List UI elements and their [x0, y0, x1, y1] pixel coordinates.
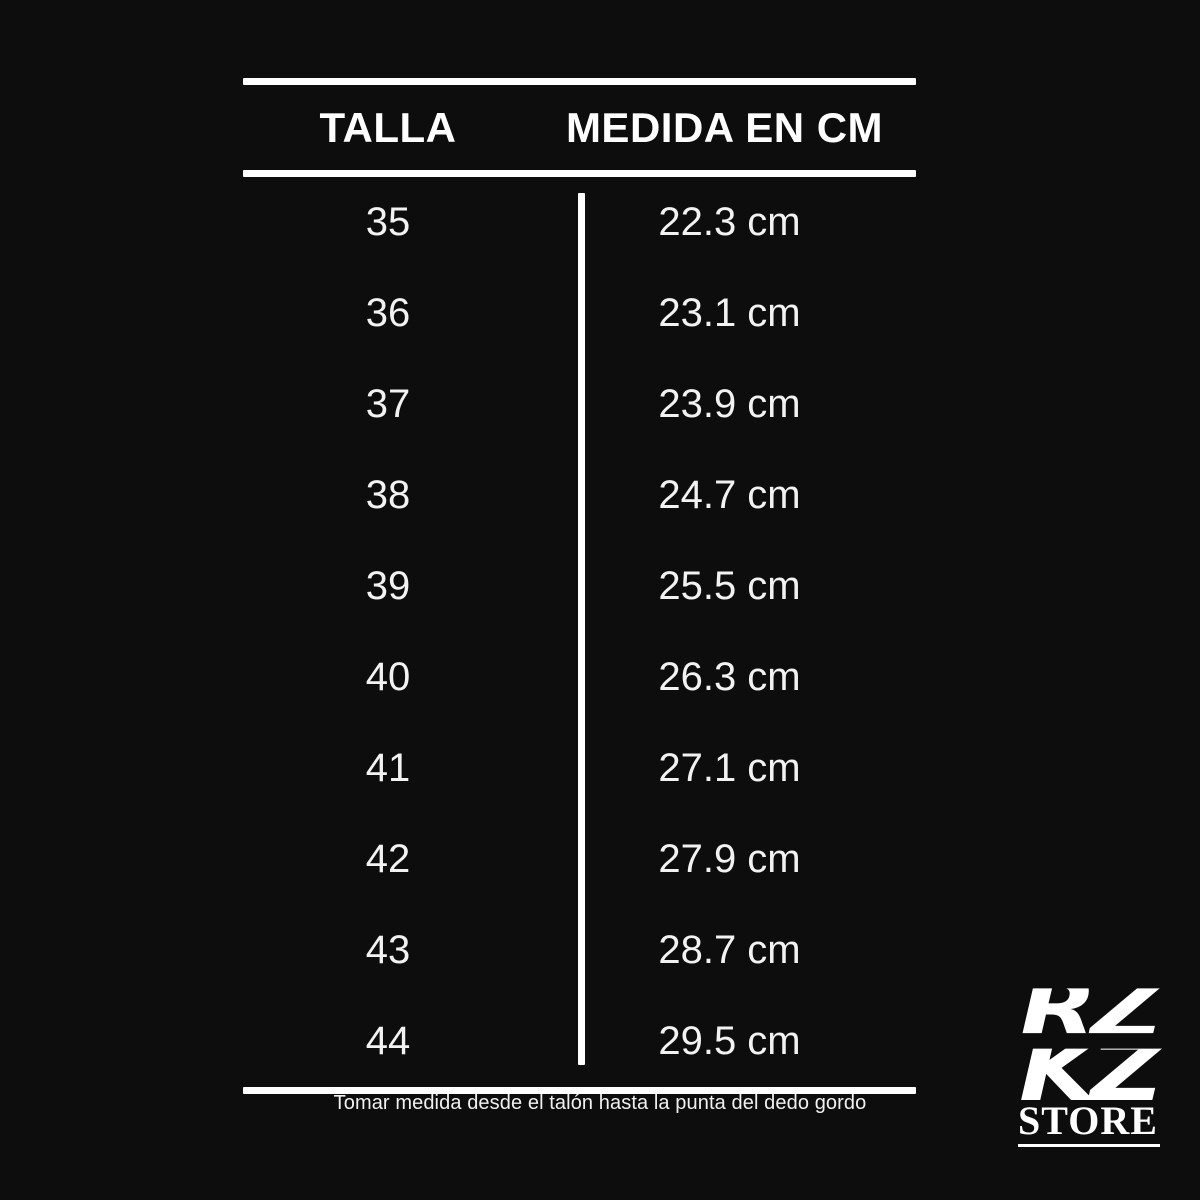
measurement-instruction: Tomar medida desde el talón hasta la pun…: [333, 1092, 867, 1114]
table-header-rule: [243, 170, 916, 177]
cell-measure: 22.3 cm: [658, 200, 801, 244]
cell-measure: 29.5 cm: [658, 1019, 801, 1063]
table-row: 37 23.9 cm: [243, 359, 916, 450]
cell-size: 38: [365, 473, 411, 517]
table-row: 36 23.1 cm: [243, 268, 916, 359]
table-row: 40 26.3 cm: [243, 632, 916, 723]
logo-wordmark: STORE: [1018, 1098, 1158, 1143]
cell-measure: 23.1 cm: [658, 291, 801, 335]
cell-size: 35: [365, 200, 411, 244]
table-top-rule: [243, 78, 916, 85]
cell-measure: 26.3 cm: [658, 655, 801, 699]
table-row: 39 25.5 cm: [243, 541, 916, 632]
logo-monogram-line-2: KZ: [1018, 1021, 1164, 1106]
cell-size: 41: [365, 746, 411, 790]
table-row: 44 29.5 cm: [243, 996, 916, 1087]
table-row: 38 24.7 cm: [243, 450, 916, 541]
brand-logo: RZ KZ STORE: [1008, 988, 1168, 1156]
table-row: 42 27.9 cm: [243, 814, 916, 905]
cell-size: 40: [365, 655, 411, 699]
logo-monogram-line-1: RZ: [1019, 988, 1164, 1059]
cell-measure: 23.9 cm: [658, 382, 801, 426]
cell-size: 43: [365, 928, 411, 972]
column-header-medida: MEDIDA EN CM: [565, 103, 884, 151]
cell-measure: 24.7 cm: [658, 473, 801, 517]
table-bottom-rule: [243, 1087, 916, 1094]
table-row: 41 27.1 cm: [243, 723, 916, 814]
cell-size: 37: [365, 382, 411, 426]
table-header-row: TALLA MEDIDA EN CM: [243, 85, 916, 170]
cell-measure: 27.9 cm: [658, 837, 801, 881]
cell-measure: 27.1 cm: [658, 746, 801, 790]
cell-measure: 25.5 cm: [658, 564, 801, 608]
cell-size: 39: [365, 564, 411, 608]
cell-measure: 28.7 cm: [658, 928, 801, 972]
column-divider: [578, 193, 585, 1065]
cell-size: 36: [365, 291, 411, 335]
cell-size: 42: [365, 837, 411, 881]
table-row: 43 28.7 cm: [243, 905, 916, 996]
logo-monogram-icon: RZ KZ: [1008, 988, 1168, 1106]
table-row: 35 22.3 cm: [243, 177, 916, 268]
column-header-talla: TALLA: [319, 103, 457, 151]
size-chart-table: TALLA MEDIDA EN CM 35 22.3 cm 36 23.1 cm…: [243, 78, 916, 1094]
logo-underline: [1018, 1144, 1160, 1147]
cell-size: 44: [365, 1019, 411, 1063]
table-body: 35 22.3 cm 36 23.1 cm 37 23.9 cm 38 24.7…: [243, 177, 916, 1087]
